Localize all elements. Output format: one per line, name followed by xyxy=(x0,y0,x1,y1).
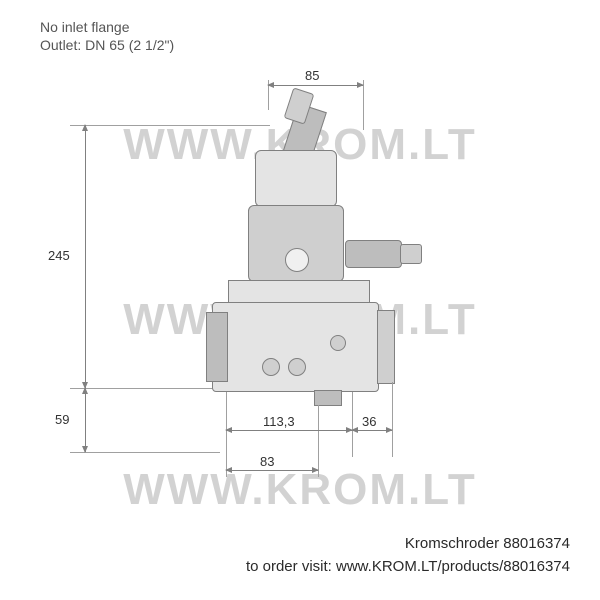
footer: Kromschroder 88016374 to order visit: ww… xyxy=(246,533,570,578)
dim-label-height: 245 xyxy=(48,248,70,263)
port-icon xyxy=(330,335,346,351)
port-icon xyxy=(288,358,306,376)
ext-line xyxy=(226,392,227,477)
dim-label-36: 36 xyxy=(362,414,376,429)
footer-line-2: to order visit: www.KROM.LT/products/880… xyxy=(246,556,570,579)
ext-line xyxy=(70,125,270,126)
dim-label-83: 83 xyxy=(260,454,274,469)
part-number: 88016374 xyxy=(503,535,570,552)
dim-line-base-h xyxy=(85,388,86,452)
dim-label-top: 85 xyxy=(305,68,319,83)
dim-label-base-h: 59 xyxy=(55,412,69,427)
brand-label: Kromschroder xyxy=(405,535,499,552)
side-connector xyxy=(345,240,402,268)
dim-line-113 xyxy=(226,430,352,431)
ext-line xyxy=(392,382,393,457)
mid-flange xyxy=(228,280,370,304)
ext-line xyxy=(70,388,220,389)
order-url: www.KROM.LT/products/88016374 xyxy=(336,558,570,575)
ext-line xyxy=(70,452,220,453)
port-icon xyxy=(262,358,280,376)
header-spec: No inlet flange Outlet: DN 65 (2 1/2") xyxy=(40,18,174,54)
side-connector-cap xyxy=(400,244,422,264)
footer-line-1: Kromschroder 88016374 xyxy=(246,533,570,556)
indicator-icon xyxy=(285,248,309,272)
dim-line-height xyxy=(85,125,86,388)
header-line-2: Outlet: DN 65 (2 1/2") xyxy=(40,36,174,54)
actuator-upper xyxy=(255,150,337,207)
order-prefix: to order visit: xyxy=(246,558,336,575)
main-body xyxy=(212,302,379,392)
ext-line xyxy=(352,392,353,457)
bottom-tab xyxy=(314,390,342,406)
inlet-face xyxy=(206,312,228,382)
dim-line-36 xyxy=(352,430,392,431)
dim-line-83 xyxy=(226,470,318,471)
dim-label-113: 113,3 xyxy=(263,414,295,429)
outlet-flange xyxy=(377,310,395,384)
technical-drawing: 85 245 59 xyxy=(30,70,570,510)
dim-line-top xyxy=(268,85,363,86)
header-line-1: No inlet flange xyxy=(40,18,174,36)
